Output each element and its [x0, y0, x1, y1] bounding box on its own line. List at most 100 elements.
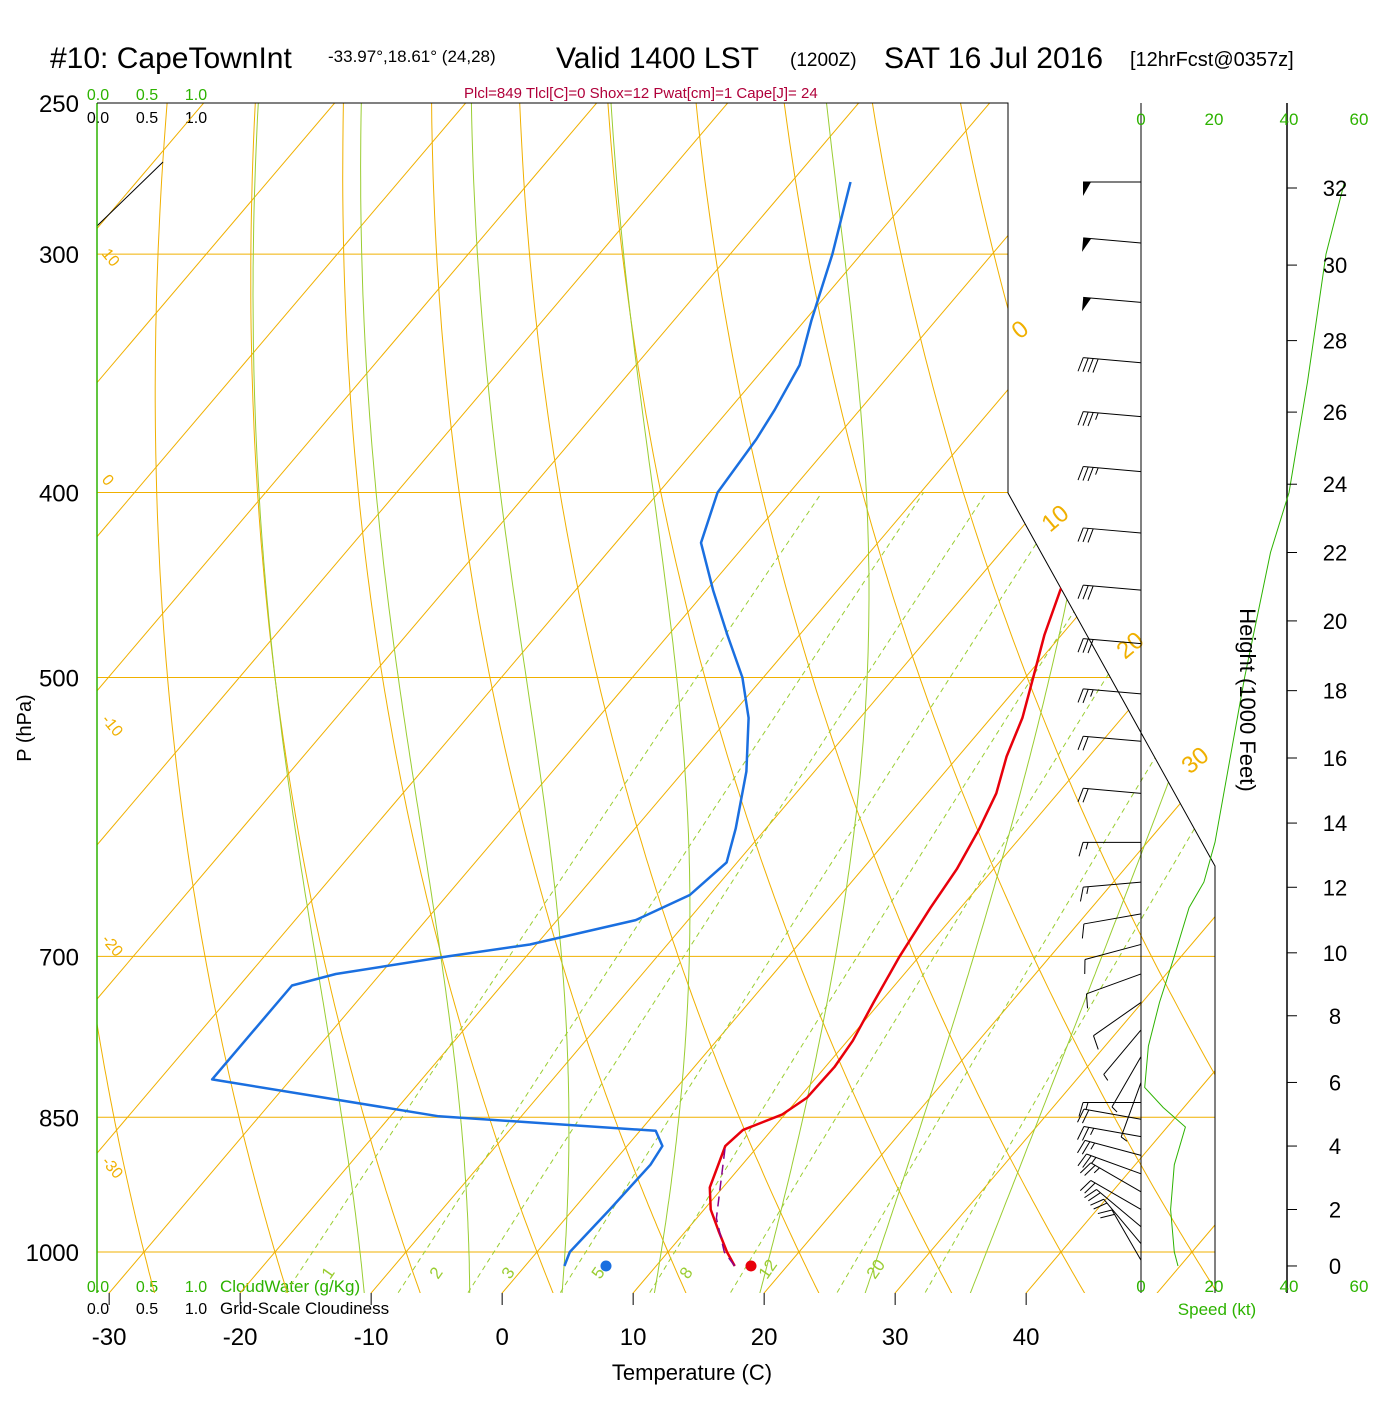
wind-barb-staff	[1083, 788, 1141, 793]
stability-indices: Plcl=849 Tlcl[C]=0 Shox=12 Pwat[cm]=1 Ca…	[464, 85, 818, 102]
height-tick-label: 26	[1323, 400, 1347, 425]
wind-barb	[1078, 736, 1141, 750]
dry-adiabat	[343, 103, 556, 1300]
wind-barb-feather	[1082, 1110, 1088, 1123]
wind-barb-staff	[1083, 736, 1141, 741]
wind-barb	[1078, 689, 1141, 703]
wind-barb	[1082, 238, 1141, 252]
wind-barb-feather	[1078, 358, 1083, 372]
pressure-tick-label: 500	[39, 666, 79, 693]
height-tick-label: 22	[1323, 540, 1347, 565]
cloudwater-tick-label: 0.0	[87, 1279, 109, 1296]
pressure-tick-label: 850	[39, 1105, 79, 1132]
dry-adiabat	[1049, 103, 1400, 1300]
height-tick-label: 24	[1323, 472, 1347, 497]
height-tick-label: 12	[1323, 875, 1347, 900]
wind-barb-half-feather	[1091, 1143, 1095, 1149]
moist-adiabat	[611, 103, 690, 1300]
cloudiness-tick-label: 0.0	[87, 110, 109, 127]
wind-barb-feather	[1083, 358, 1088, 372]
dry-adiabat-label: 30	[1177, 742, 1215, 780]
wind-barb-feather	[1078, 412, 1083, 426]
pressure-tick-label: 700	[39, 944, 79, 971]
wind-barb-staff	[1086, 1154, 1141, 1174]
wind-barb-feather	[1083, 737, 1088, 751]
cloudiness-tick-label: 1.0	[185, 1301, 207, 1318]
wind-barb	[1078, 1109, 1141, 1123]
wind-barb	[1080, 1163, 1141, 1192]
wind-barb	[1079, 842, 1141, 856]
wind-barb	[1121, 1082, 1141, 1141]
wind-barb	[1078, 467, 1141, 481]
wind-barb-feather	[1083, 639, 1088, 653]
forecast-info: [12hrFcst@0357z]	[1130, 49, 1294, 71]
height-tick-label: 32	[1323, 176, 1347, 201]
temperature-tick-label: -30	[92, 1324, 127, 1351]
wind-barb-feather	[1082, 1127, 1088, 1140]
wind-barb	[1078, 585, 1141, 599]
wind-barb-staff	[1086, 974, 1141, 994]
wind-barb	[1085, 944, 1141, 974]
wind-barb-staff	[1121, 1082, 1141, 1137]
wind-barb-feather	[1078, 1127, 1084, 1140]
valid-time: Valid 1400 LST	[556, 42, 759, 75]
wind-barb-feather	[1093, 359, 1098, 373]
wind-barb-feather	[1083, 467, 1088, 481]
wind-barb	[1080, 882, 1141, 901]
height-tick-label: 2	[1329, 1197, 1341, 1222]
height-tick-label: 28	[1323, 329, 1347, 354]
isotherm-line	[0, 103, 859, 1300]
wind-barb-staff	[1104, 1030, 1141, 1074]
wind-barb-half-feather	[1096, 468, 1099, 475]
mixing-ratio-line	[726, 493, 1222, 1301]
wind-barb	[1080, 1180, 1141, 1209]
wind-barb-feather	[1078, 689, 1083, 703]
wind-barb-staff	[1112, 1057, 1141, 1107]
wind-barb-feather	[1088, 586, 1093, 600]
wind-barb-half-feather	[1094, 1168, 1099, 1173]
speed-tick-label-top: 60	[1350, 110, 1369, 129]
dry-adiabat	[784, 103, 1222, 1300]
speed-label: Speed (kt)	[1178, 1300, 1256, 1319]
mixing-ratio-label: 3	[498, 1264, 519, 1283]
temperature-tick-label: 0	[495, 1324, 508, 1351]
height-tick-label: 10	[1323, 941, 1347, 966]
temperature-tick-label: 10	[620, 1324, 647, 1351]
mixing-ratio-label: 20	[863, 1256, 889, 1282]
wind-barb-feather	[1078, 585, 1083, 599]
pressure-tick-label: 300	[39, 242, 79, 269]
mixing-ratio-line	[281, 493, 822, 1301]
wind-barb-feather	[1083, 586, 1088, 600]
wind-barb	[1078, 528, 1141, 542]
cloudwater-tick-label: 0.5	[136, 87, 158, 104]
wind-barb-staff	[1083, 238, 1141, 243]
wind-barb-feather	[1083, 528, 1088, 542]
profiles	[97, 162, 1147, 1266]
moist-adiabat	[253, 103, 365, 1300]
speed-tick-label-top: 0	[1136, 110, 1145, 129]
speed-tick-label-bottom: 40	[1280, 1277, 1299, 1296]
wind-barb-feather	[1083, 689, 1088, 703]
wind-barb-half-feather	[1112, 1107, 1117, 1112]
pressure-tick-label: 1000	[26, 1240, 79, 1267]
wind-barb-feather	[1098, 1210, 1112, 1214]
wind-barb-feather	[1086, 994, 1087, 1009]
temperature-tick-label: -10	[354, 1324, 389, 1351]
dry-adiabat	[251, 103, 423, 1300]
utc-time: (1200Z)	[790, 50, 857, 71]
x-axis-label: Temperature (C)	[612, 1360, 772, 1385]
isotherm-line	[0, 103, 728, 1300]
pressure-tick-label: 250	[39, 91, 79, 118]
cloudiness-tick-label: 0.5	[136, 1301, 158, 1318]
wind-barb-feather	[1093, 1036, 1098, 1050]
height-tick-label: 20	[1323, 609, 1347, 634]
isotherm-label: -30	[98, 1154, 126, 1183]
speed-tick-label-top: 20	[1205, 110, 1224, 129]
cloudwater-tick-label: 0.0	[87, 87, 109, 104]
wind-barb-half-feather	[1087, 887, 1088, 894]
dry-adiabat-label: 10	[1037, 500, 1075, 538]
temperature-tick-label: 20	[751, 1324, 778, 1351]
wind-barb-staff	[1093, 1002, 1141, 1035]
